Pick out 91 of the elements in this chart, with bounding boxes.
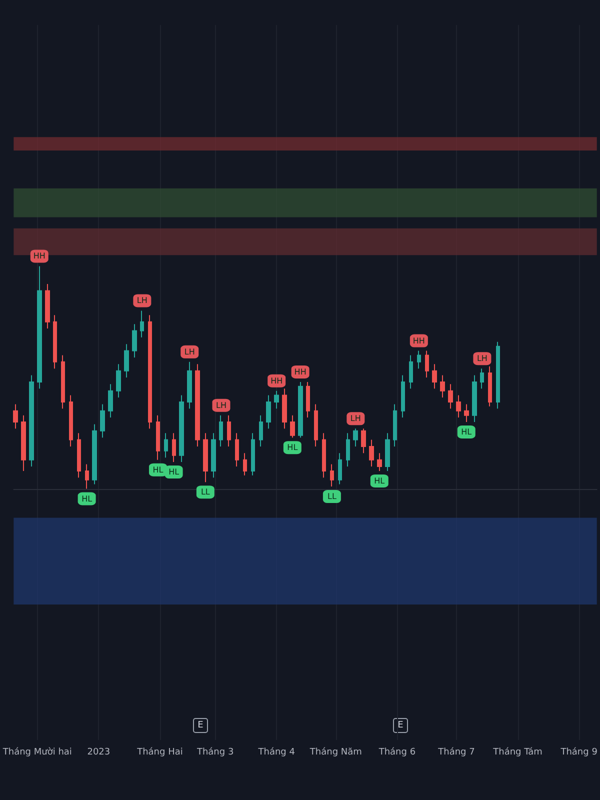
annotation: LH — [350, 414, 361, 424]
candlestick — [13, 404, 18, 430]
candlestick — [172, 432, 176, 463]
candlestick — [361, 428, 366, 454]
candlestick — [322, 432, 326, 478]
annotation: HL — [461, 428, 472, 436]
candlestick — [140, 310, 144, 338]
text: E — [398, 720, 404, 730]
x-tick-label: 2023 — [87, 748, 110, 758]
candlestick — [108, 384, 113, 418]
annotation: HH — [294, 367, 306, 376]
candlestick — [401, 374, 405, 418]
candlestick — [45, 284, 50, 330]
candlestick — [29, 374, 34, 468]
x-tick-label: Tháng 3 — [196, 746, 234, 758]
annotation: HL — [152, 465, 164, 474]
candlestick — [251, 432, 255, 476]
x-tick-label: Tháng Mười hai — [2, 746, 72, 758]
candlestick — [243, 452, 247, 476]
annotation: LL — [200, 488, 210, 497]
candlestick — [282, 388, 287, 430]
candlestick — [393, 404, 397, 447]
text: E — [198, 720, 204, 730]
candlestick — [203, 432, 208, 483]
candlestick — [274, 390, 279, 410]
annotation: LH — [184, 347, 195, 356]
x-tick-label: Tháng 6 — [378, 746, 416, 758]
candlestick — [69, 394, 73, 447]
x-tick-label: Tháng Năm — [308, 746, 362, 758]
candlestick — [77, 432, 81, 478]
candlestick — [338, 452, 342, 485]
candlestick — [448, 384, 453, 410]
candlestick — [259, 414, 263, 447]
x-tick-label: Tháng Hai — [136, 746, 183, 758]
candlestick — [488, 366, 492, 407]
annotation: HL — [287, 443, 298, 452]
candlestick — [219, 414, 223, 447]
candlestick — [61, 354, 65, 410]
candlestick — [417, 350, 421, 370]
candlestick — [100, 404, 105, 438]
candlestick — [195, 364, 200, 447]
annotation: LH — [136, 296, 148, 306]
candlestick — [227, 414, 231, 447]
annotation: HL — [168, 468, 180, 477]
candlestick — [440, 374, 445, 398]
candlestick — [314, 404, 318, 447]
candlestick — [21, 414, 26, 472]
candlestick — [266, 394, 271, 430]
candlestick — [496, 341, 500, 410]
candlestick — [480, 368, 484, 390]
candlestick — [116, 364, 121, 398]
candlestick — [353, 428, 358, 447]
candlestick — [369, 439, 374, 468]
candlestick — [409, 354, 413, 390]
candlestick — [124, 344, 129, 378]
candlestick — [53, 314, 57, 370]
candlestick — [346, 432, 350, 468]
candlestick — [432, 364, 437, 390]
candlestick — [92, 424, 97, 485]
candlestick — [211, 432, 216, 478]
candlestick — [148, 314, 152, 430]
candlestick — [179, 394, 184, 463]
x-tick-label: Tháng 9 — [560, 746, 598, 758]
candlestick — [456, 394, 461, 418]
annotation: LH — [476, 354, 488, 364]
annotation: LH — [216, 400, 226, 410]
candlestick — [298, 381, 303, 438]
annotation: HH — [33, 252, 46, 261]
x-tick-label: Tháng 7 — [437, 746, 475, 758]
candlestick — [164, 432, 168, 458]
candlestick — [385, 432, 390, 472]
annotation: HH — [270, 376, 283, 386]
candlestick — [330, 464, 334, 488]
candlestick — [85, 464, 89, 490]
annotation: HL — [82, 494, 93, 504]
candlestick — [37, 266, 42, 390]
candlestick — [156, 414, 160, 460]
candlestick — [306, 381, 310, 418]
candlestick — [377, 452, 382, 472]
candlestick — [425, 350, 429, 378]
x-tick-label: Tháng 4 — [257, 746, 296, 758]
candlestick — [132, 324, 137, 358]
candlestick — [187, 361, 192, 410]
candlestick — [235, 432, 239, 468]
candlestick — [464, 404, 469, 422]
annotation: HH — [412, 336, 425, 346]
x-tick-label: Tháng Tám — [492, 746, 542, 758]
candlestick — [290, 414, 295, 438]
candlestick — [472, 374, 477, 422]
annotation: LL — [327, 492, 337, 502]
annotation: HL — [374, 476, 386, 486]
